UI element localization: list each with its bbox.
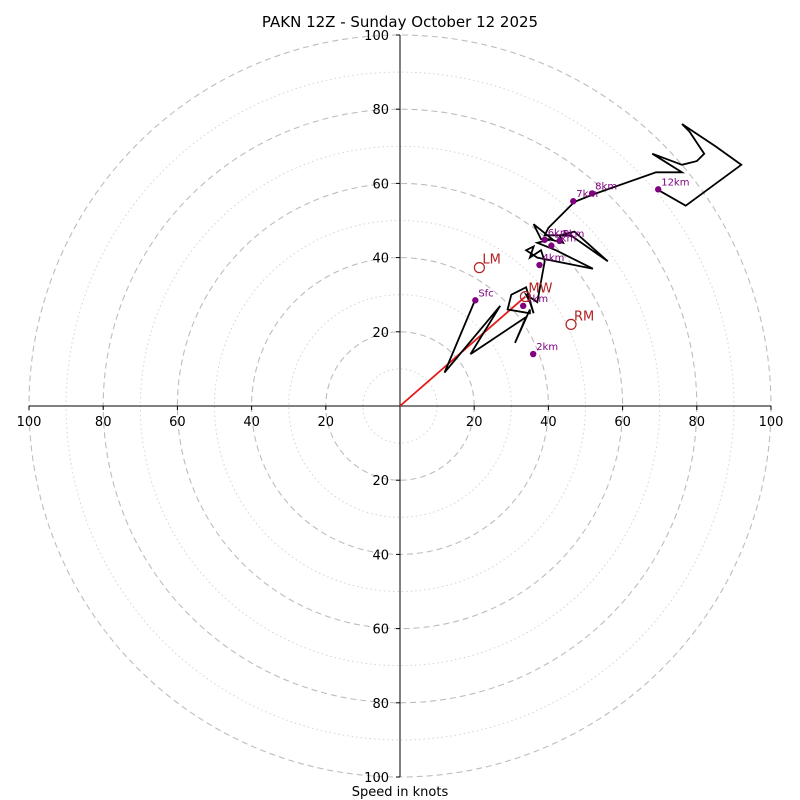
x-tick-label: 20 <box>318 415 335 430</box>
height-marker-label: 2km <box>536 342 558 353</box>
trace-line <box>443 123 743 374</box>
height-marker-dot <box>519 302 527 310</box>
y-tick-label: 20 <box>372 474 389 489</box>
chart-title: PAKN 12Z - Sunday October 12 2025 <box>262 13 538 31</box>
y-tick-label: 60 <box>372 177 389 192</box>
storm-marker-label: RM <box>574 309 594 324</box>
storm-marker-circle <box>473 262 485 274</box>
height-marker-dot <box>472 297 479 304</box>
x-tick-label: 40 <box>540 415 557 430</box>
height-marker-label: 5km <box>554 234 576 245</box>
height-marker-dot <box>536 261 543 269</box>
height-marker-dot <box>548 242 555 249</box>
storm-marker-label: LM <box>482 253 500 268</box>
height-marker-dot <box>570 198 577 205</box>
height-marker-label: 1km <box>526 294 548 305</box>
y-tick-label: 80 <box>372 697 389 712</box>
height-marker-label: 4km <box>542 253 564 264</box>
storm-markers: LM MW RM <box>473 253 594 330</box>
height-marker-dot <box>529 350 537 358</box>
y-tick-label: 20 <box>372 326 389 341</box>
x-tick-label: 100 <box>17 415 42 430</box>
height-marker-dot <box>588 190 596 197</box>
x-tick-label: 80 <box>689 415 706 430</box>
height-marker-dot <box>655 186 662 193</box>
y-tick-label: 40 <box>372 252 389 267</box>
x-axis-label: Speed in knots <box>352 785 449 800</box>
height-marker-label: 6km <box>548 228 570 239</box>
x-tick-label: 80 <box>95 415 112 430</box>
storm-marker-circle <box>565 318 577 330</box>
hodograph-trace <box>443 123 743 374</box>
height-marker-dot <box>541 236 548 243</box>
storm-marker-circle <box>519 290 531 303</box>
tick-labels: 20 40 60 80 100 20 40 60 80 100 20 40 60 80 100 20 40 60 8… <box>17 29 784 786</box>
x-tick-label: 100 <box>759 415 784 430</box>
height-marker-label: 8km <box>595 181 617 192</box>
height-marker-dot <box>556 237 563 245</box>
height-marker-label: 5km <box>563 229 585 240</box>
y-tick-label: 60 <box>372 623 389 638</box>
x-tick-label: 60 <box>169 415 186 430</box>
y-tick-label: 100 <box>364 771 389 786</box>
height-marker-label: Sfc <box>478 288 493 299</box>
y-tick-label: 40 <box>372 548 389 563</box>
storm-marker-label: MW <box>528 282 552 297</box>
y-tick-label: 100 <box>364 29 389 44</box>
x-tick-label: 40 <box>243 415 260 430</box>
height-marker-label: 7km <box>576 189 598 200</box>
x-tick-label: 20 <box>466 415 483 430</box>
y-tick-label: 80 <box>372 103 389 118</box>
height-marker-label: 12km <box>661 177 689 188</box>
x-tick-label: 60 <box>614 415 631 430</box>
